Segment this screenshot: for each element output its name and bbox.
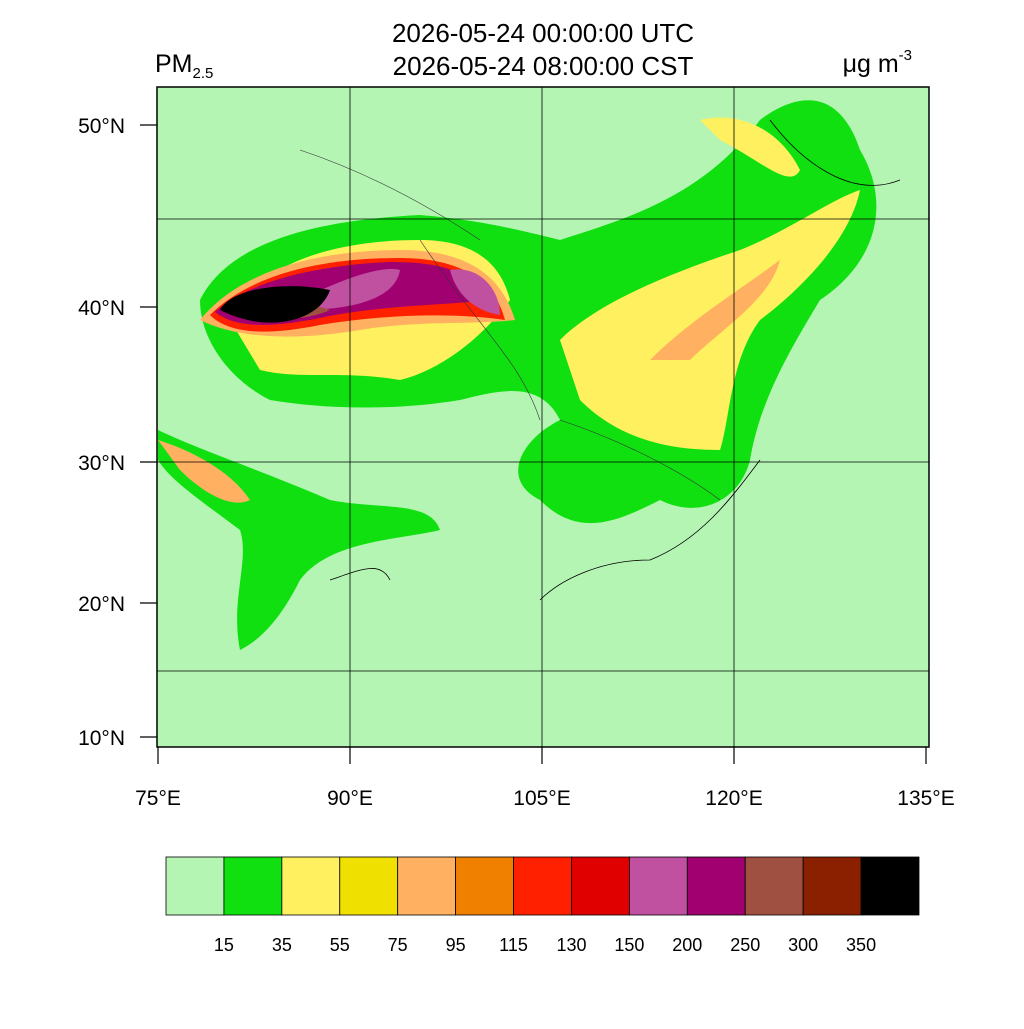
variable-label: PM2.5 [155,50,213,82]
map [156,86,930,748]
concentration-area [220,286,330,323]
colorbar: 15 35 55 75 95 115 130 150 200 250 300 350 [165,856,920,955]
lat-label: 50°N [78,115,125,138]
unit-superscript: -3 [899,47,912,64]
colorbar-label: 115 [499,935,528,955]
map-frame [156,86,930,748]
title-line: 2026-05-24 08:00:00 CST [393,51,694,81]
graticule [157,87,929,747]
colorbar-box [455,856,514,916]
unit: μg m [843,50,899,78]
colorbar-box [223,856,283,916]
concentration-area [158,440,250,503]
lon-label: 135°E [897,787,954,810]
lat-label: 40°N [78,297,125,320]
title-line: 2026-05-24 00:00:00 UTC [392,18,694,48]
border [329,119,901,601]
colorbar-box [571,856,630,916]
axes: 50°N 40°N 30°N 20°N 10°N 75°E 90°E 105°E 120°E 13… [78,115,955,810]
colorbar-label: 200 [672,935,702,955]
concentration-area [650,260,780,360]
lon-label: 75°E [135,787,181,810]
colorbar-label: 350 [846,935,876,955]
colorbar-label: 95 [446,935,466,955]
lon-label: 120°E [705,787,762,810]
colorbar-box [744,856,804,916]
colorbar-box [686,856,746,916]
colorbar-box [397,856,457,916]
border [299,149,721,501]
colorbar-box [339,856,399,916]
colorbar-label: 130 [556,935,586,955]
colorbar-label: 250 [730,935,760,955]
variable-subscript: 2.5 [193,65,214,82]
colorbar-box [628,856,688,916]
colorbar-label: 150 [614,935,644,955]
concentration-area [450,269,500,315]
colorbar-label: 15 [214,935,234,955]
lon-label: 105°E [513,787,570,810]
lat-label: 30°N [78,452,125,475]
variable: PM [155,50,193,78]
colorbar-box [513,856,572,916]
colorbar-label: 55 [330,935,350,955]
colorbar-box [281,856,341,916]
unit-label: μg m-3 [843,47,912,78]
colorbar-box [802,856,862,916]
concentration-area [700,117,800,177]
colorbar-label: 300 [788,935,818,955]
lat-label: 10°N [78,727,125,750]
lat-label: 20°N [78,593,125,616]
lon-label: 90°E [327,787,373,810]
colorbar-box [860,856,920,916]
colorbar-box [165,856,225,916]
colorbar-label: 35 [272,935,292,955]
colorbar-label: 75 [388,935,408,955]
